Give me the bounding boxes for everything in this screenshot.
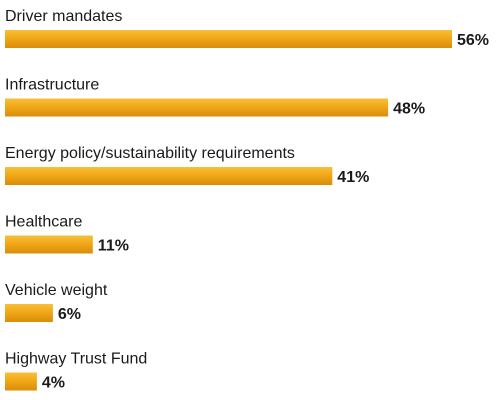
bars-group: Driver mandates 56% Infrastructure 48% Energ… xyxy=(5,8,489,392)
category-label: Driver mandates xyxy=(5,8,122,25)
value-label: 56% xyxy=(457,32,489,49)
value-label: 11% xyxy=(98,238,129,255)
category-label: Highway Trust Fund xyxy=(5,351,147,368)
category-label: Healthcare xyxy=(5,214,82,231)
value-label: 41% xyxy=(337,169,369,186)
bar xyxy=(5,372,37,391)
category-label: Energy policy/sustainability requirement… xyxy=(5,145,295,162)
bar xyxy=(5,235,93,254)
category-label: Infrastructure xyxy=(5,77,99,94)
category-label: Vehicle weight xyxy=(5,282,108,299)
bar xyxy=(5,304,53,322)
bar xyxy=(5,167,333,185)
value-label: 4% xyxy=(42,375,65,392)
value-label: 6% xyxy=(58,306,81,323)
value-label: 48% xyxy=(393,101,425,118)
bar xyxy=(5,30,452,48)
bar xyxy=(5,98,389,117)
